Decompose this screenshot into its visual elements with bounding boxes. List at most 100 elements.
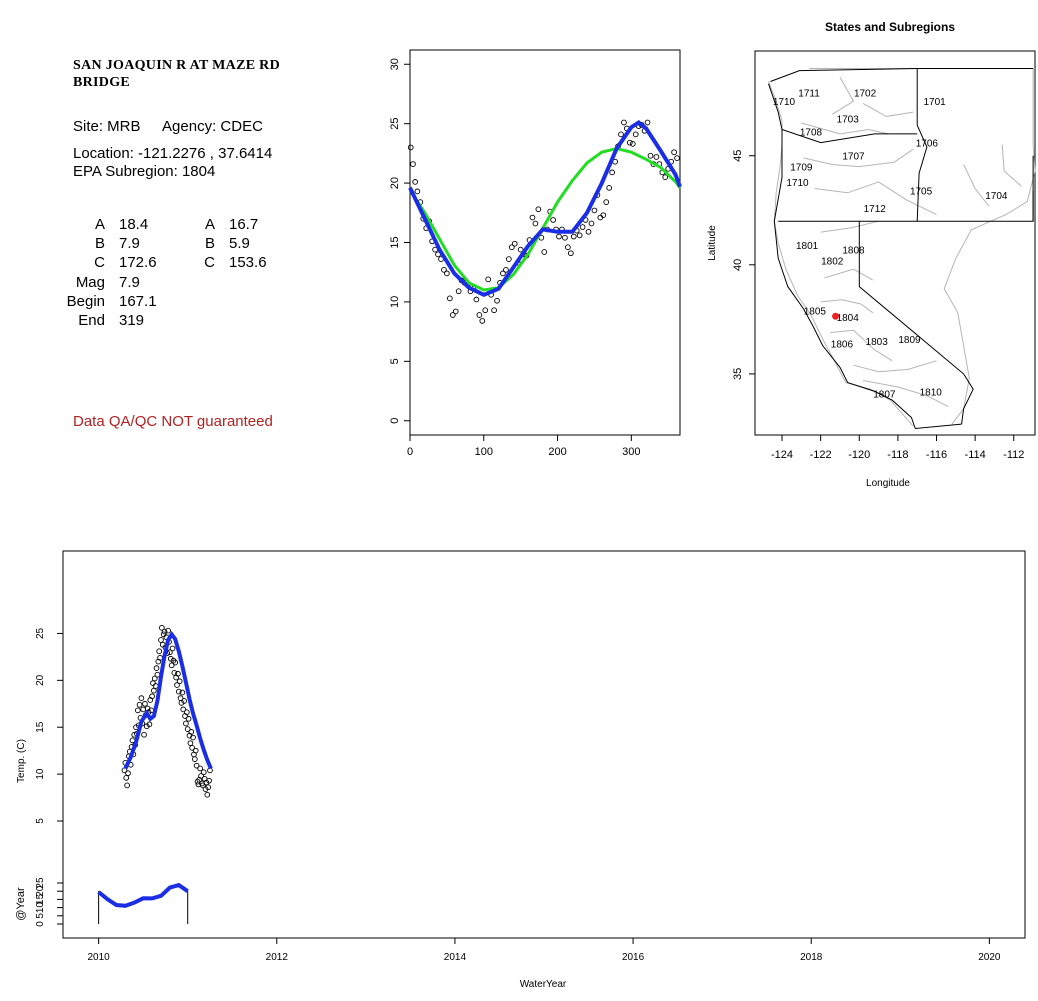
data-point [647,152,654,159]
data-point [142,700,148,707]
data-point [181,698,187,704]
data-point [562,234,568,241]
y-tick-label: 30 [389,58,401,70]
x-tick-label: 100 [475,446,493,458]
data-point [576,232,583,239]
data-point [541,249,548,255]
data-point [662,174,669,180]
param-value: 153.6 [229,254,267,272]
data-point [169,645,176,652]
param-row: C 153.6 [195,254,267,272]
y-tick-label: 5 [35,818,46,824]
data-point [152,683,159,689]
data-point [193,762,200,769]
region-label: 1705 [910,187,933,198]
data-point [644,119,651,126]
param-name: B [94,235,105,253]
lon-tick-label: -112 [1003,449,1024,461]
border-ca-nv [858,221,974,425]
y-tick-label: 20 [35,674,46,686]
data-point [609,169,615,176]
data-point [455,288,462,295]
smooth-fit-line [408,120,682,297]
data-point [204,791,211,798]
data-point [172,659,179,666]
param-row: C 172.6 [58,254,156,271]
region-label: 1806 [831,339,854,350]
lat-tick-label: 45 [732,150,744,162]
x-tick-label: 300 [622,446,640,458]
data-point [153,665,160,671]
region-label: 1803 [866,337,889,348]
data-point [205,784,212,791]
data-point [446,295,453,302]
data-point [198,773,204,779]
param-row: Mag 7.9 [58,274,140,291]
param-row: Begin 167.1 [58,293,157,310]
y-axis-label: Temp. (C) [16,739,27,783]
map-title: States and Subregions [825,20,955,34]
param-value: 7.9 [119,235,140,253]
map-frame [754,50,1036,436]
data-point [567,250,574,257]
data-point [159,624,165,631]
region-label: 1702 [854,88,877,99]
data-point [556,233,562,240]
region-label: 1809 [898,335,921,346]
annual-y-tick-label: 5 [35,913,46,919]
data-point [206,777,212,784]
param-row: B 7.9 [58,235,140,252]
x-tick-label: 2018 [800,952,823,963]
annual-y-tick-label: 25 [35,877,46,889]
subregion-boundary [820,220,879,233]
region-label: 1808 [842,246,865,257]
data-point [197,765,204,772]
data-point [511,240,518,247]
y-tick-label: 5 [389,358,401,364]
param-row: B 5.9 [195,235,250,252]
site-marker [832,312,840,320]
region-label: 1807 [873,390,896,401]
region-label: 1701 [923,97,946,108]
data-point [671,149,677,156]
subregion-boundary [803,148,914,168]
param-value: 319 [119,312,145,329]
region-label: 1801 [796,241,819,252]
annual-y-axis-label: @Year [15,887,27,921]
data-point [175,670,181,677]
data-point [136,701,143,708]
data-point [138,695,145,702]
subregion-boundary [831,76,855,115]
data-point [491,307,497,314]
data-point [171,669,178,676]
param-value: 16.7 [229,216,259,233]
param-value: 7.9 [119,273,140,291]
data-point [190,734,196,741]
lon-tick-label: -120 [848,449,870,461]
data-point [165,627,171,634]
data-point [189,745,196,751]
x-tick-label: 2020 [978,952,1001,963]
param-name: End [78,312,105,329]
subregion-boundary [814,181,937,216]
data-point [407,144,414,151]
param-name: A [94,216,105,233]
x-axis-label: WaterYear [520,979,567,990]
data-point [506,256,512,262]
region-label: 1711 [798,88,820,99]
data-point [585,228,592,235]
location-text: Location: -121.2276 , 37.6414 [73,145,273,162]
param-value: 5.9 [229,235,250,253]
data-point [606,184,613,191]
x-tick-label: 0 [407,446,413,458]
x-tick-label: 2010 [88,952,111,963]
subregion-text: EPA Subregion: 1804 [73,163,216,180]
region-label: 1804 [837,313,860,324]
data-point [444,270,450,277]
coast-california [773,221,962,430]
data-point [626,139,633,146]
data-point [550,217,556,223]
data-point [479,318,486,324]
lat-tick-label: 40 [732,259,744,271]
data-point [494,297,500,304]
